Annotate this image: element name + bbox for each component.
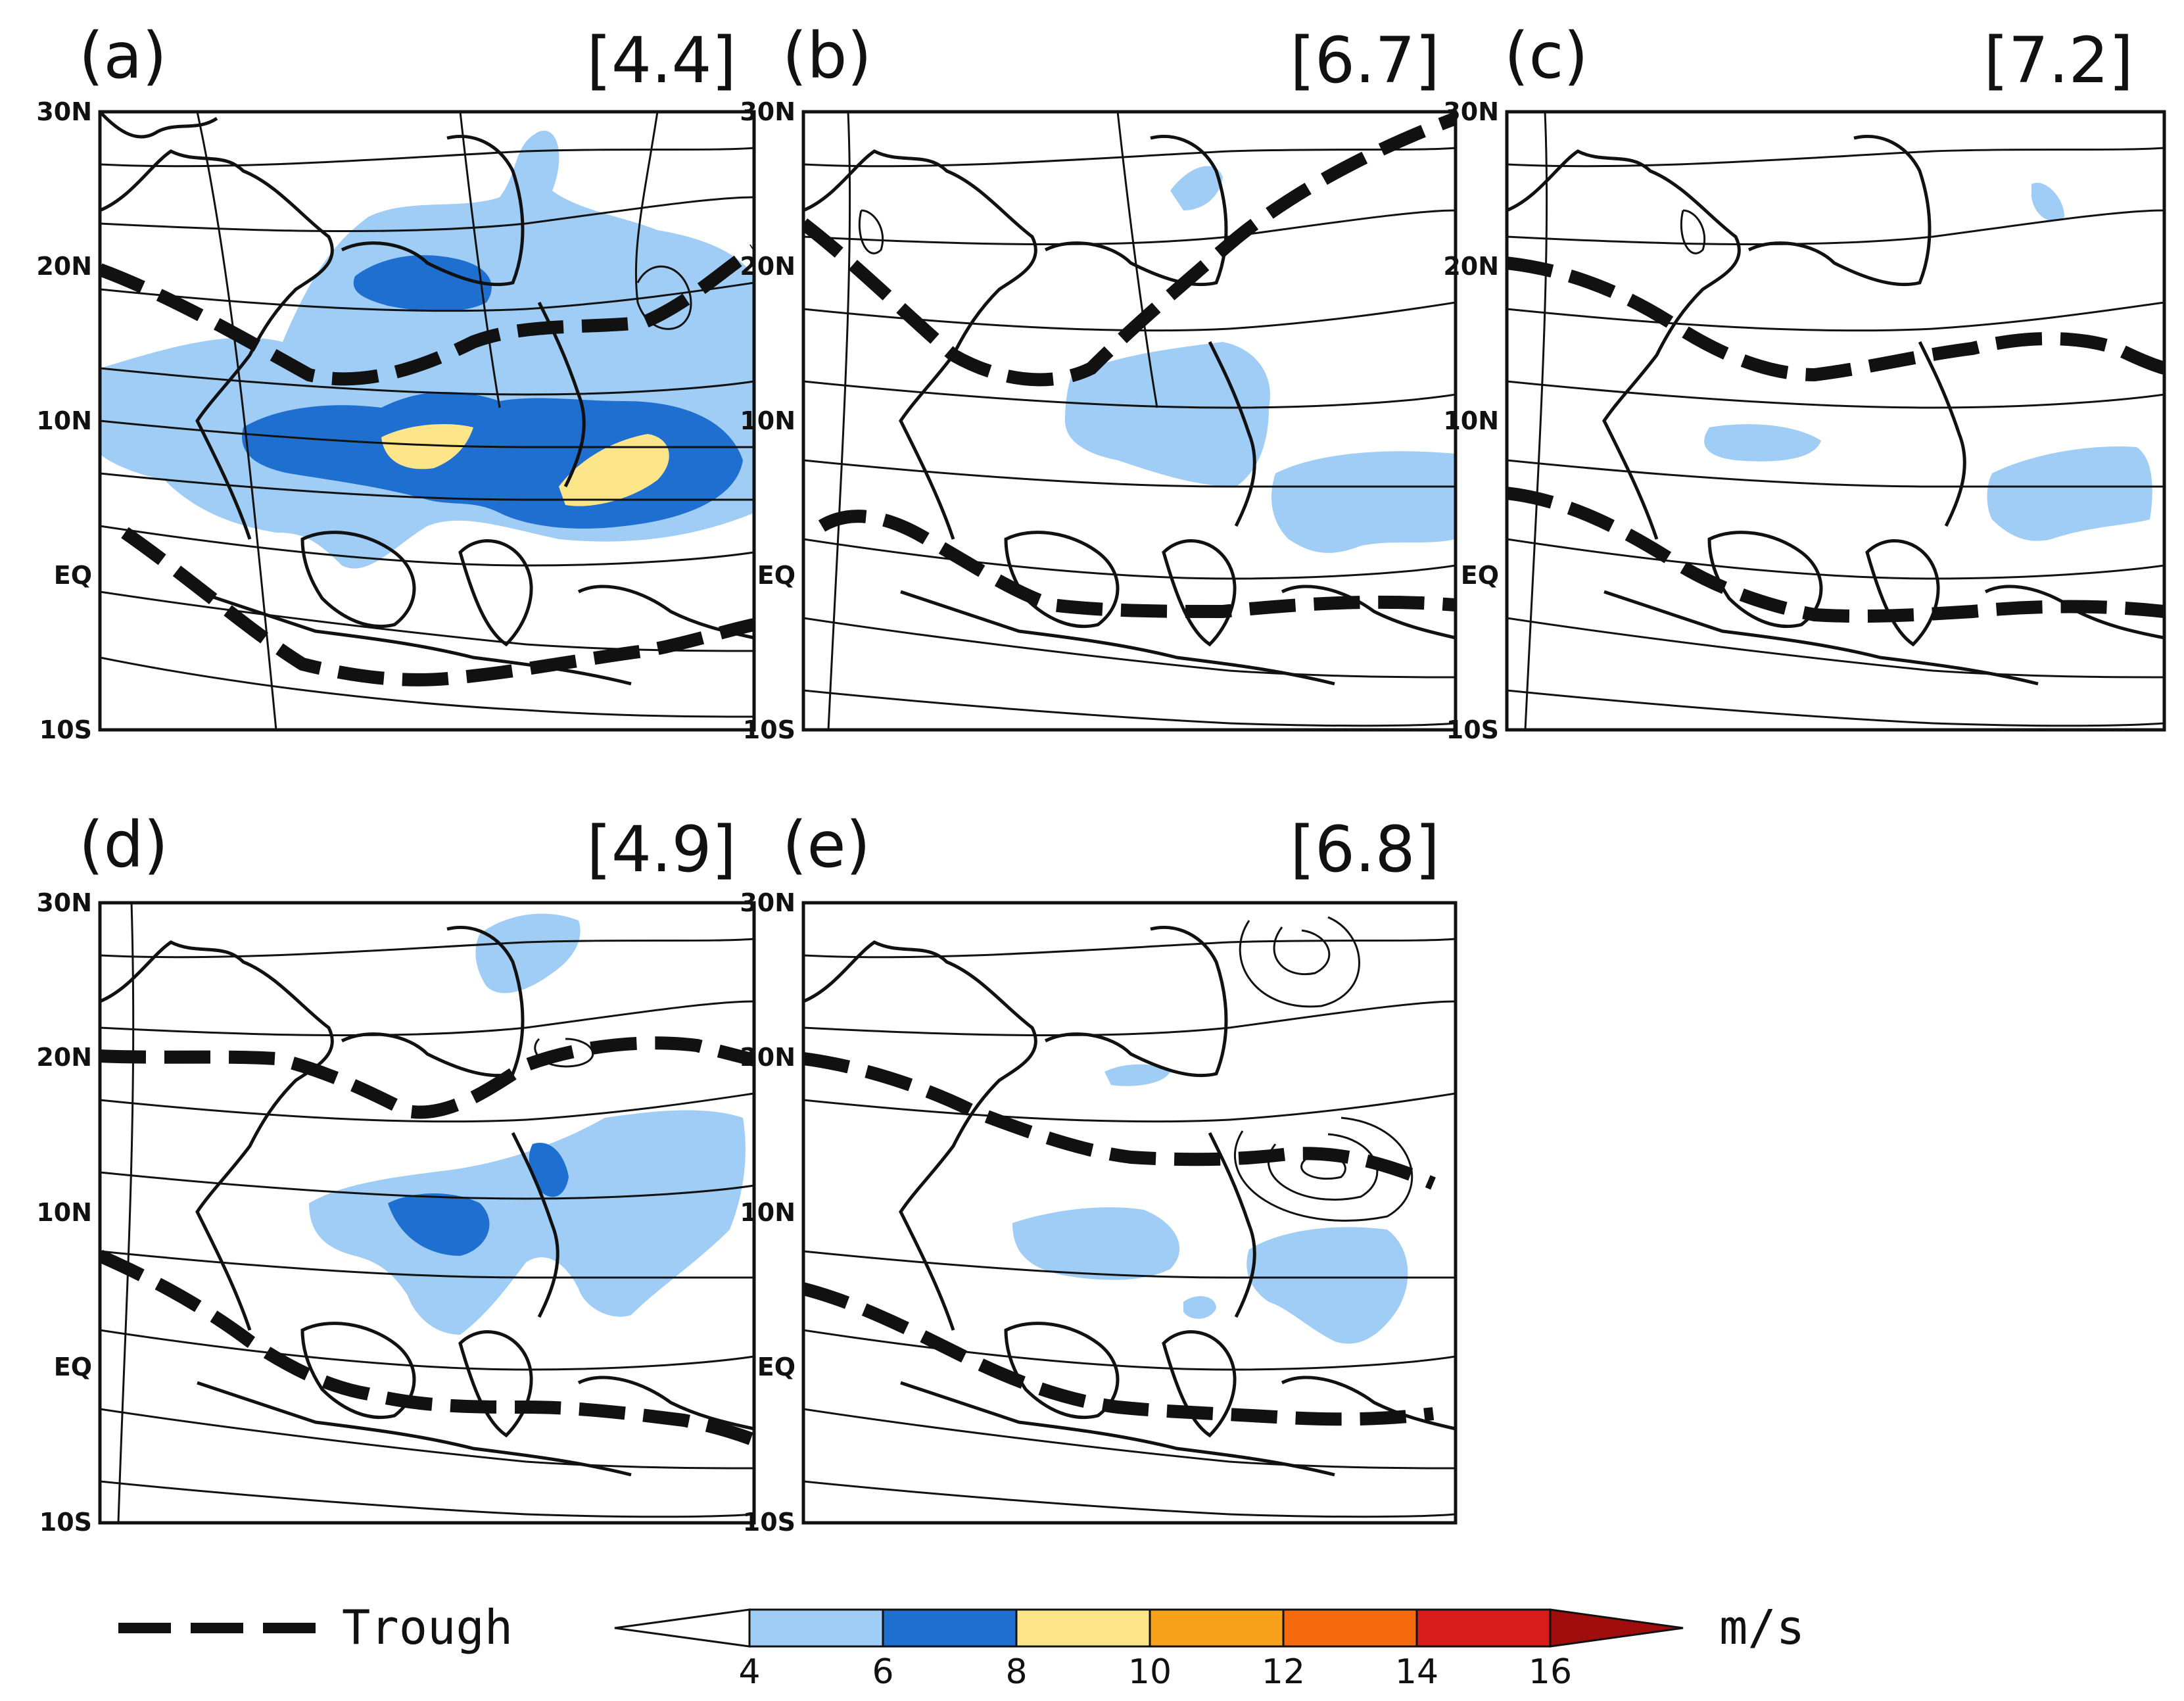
panel-d-streamlines xyxy=(100,903,754,1523)
panel-b-lat-10n: 10N xyxy=(740,406,795,435)
panel-c-speed-4-6-north xyxy=(2031,183,2064,221)
panel-b-speed-4-6-north xyxy=(1170,166,1223,210)
panel-b-value: [6.7] xyxy=(1290,24,1440,97)
panel-a-speed-8-10-east xyxy=(559,434,669,506)
panel-d-troughs xyxy=(100,1036,754,1447)
panel-e-lat-30n: 30N xyxy=(740,888,795,917)
panel-c-lat-10n: 10N xyxy=(1443,406,1499,435)
panel-c-lat-20n: 20N xyxy=(1443,252,1499,281)
panel-c-speed-4-6-west xyxy=(1704,424,1821,462)
panel-a-lat-10n: 10N xyxy=(36,406,92,435)
colorbar-tick-10: 10 xyxy=(1128,1652,1172,1692)
panel-e-lat-labels: 30N 20N 10N EQ 10S xyxy=(740,888,795,1537)
panel-e: (e) [6.8] xyxy=(740,808,1458,1537)
panel-c-streamlines xyxy=(1507,112,2164,730)
colorbar-bin-4-6 xyxy=(748,1608,884,1648)
panel-d-lat-20n: 20N xyxy=(36,1043,92,1072)
colorbar-tick-4: 4 xyxy=(738,1652,760,1692)
panel-a-speed-6-8-north xyxy=(353,255,492,312)
colorbar-high-arrow xyxy=(1549,1608,1684,1648)
panel-a-lat-labels: 30N 20N 10N EQ 10S xyxy=(36,97,92,744)
panel-b-speed-4-6-central xyxy=(1065,342,1270,487)
trough-legend-label: Trough xyxy=(342,1600,513,1655)
panel-d-frame xyxy=(98,901,756,1525)
legend: Trough 4 6 8 10 12 14 16 m/s xyxy=(118,1600,1805,1692)
colorbar-tick-12: 12 xyxy=(1262,1652,1305,1692)
panel-e-lat-10n: 10N xyxy=(740,1198,795,1227)
panel-c-speed-4-6-southeast xyxy=(1987,446,2152,541)
colorbar-unit: m/s xyxy=(1719,1600,1805,1655)
panel-d: (d) [4.9] xyxy=(36,808,756,1537)
panel-d-lat-10n: 10N xyxy=(36,1198,92,1227)
panel-b-lat-labels: 30N 20N 10N EQ 10S xyxy=(740,97,795,744)
panel-e-lat-eq: EQ xyxy=(757,1353,795,1381)
panel-a-value: [4.4] xyxy=(586,24,736,97)
panel-a-lat-eq: EQ xyxy=(54,561,92,590)
panel-b-frame xyxy=(801,110,1458,732)
panel-c-lat-labels: 30N 20N 10N EQ 10S xyxy=(1443,97,1499,744)
panel-e-speed-4-6-north xyxy=(1104,1064,1170,1086)
panel-e-frame xyxy=(801,901,1458,1525)
panel-b: (b) [6.7] xyxy=(740,19,1458,744)
panel-b-troughs xyxy=(803,112,1456,619)
colorbar-tick-8: 8 xyxy=(1005,1652,1027,1692)
colorbar-bin-14-16 xyxy=(1415,1608,1552,1648)
panel-c-lat-30n: 30N xyxy=(1443,97,1499,126)
panel-c-value: [7.2] xyxy=(1983,24,2133,97)
colorbar: 4 6 8 10 12 14 16 m/s xyxy=(614,1600,1805,1692)
panel-a-lat-10s: 10S xyxy=(39,715,92,744)
panel-e-streamlines xyxy=(803,916,1456,1518)
panel-d-speed-4-6-north xyxy=(475,913,581,994)
panel-e-letter: (e) xyxy=(782,808,870,882)
panel-d-lat-10s: 10S xyxy=(39,1508,92,1537)
panel-e-value: [6.8] xyxy=(1290,813,1440,886)
trough-legend: Trough xyxy=(118,1600,513,1655)
panel-c: (c) [7.2] xyxy=(1443,19,2166,744)
panel-a-lat-30n: 30N xyxy=(36,97,92,126)
colorbar-bin-6-8 xyxy=(882,1608,1018,1648)
panel-c-frame xyxy=(1505,110,2166,732)
panel-b-lat-eq: EQ xyxy=(757,561,795,590)
panel-e-troughs xyxy=(803,1052,1436,1426)
panel-d-value: [4.9] xyxy=(586,813,736,886)
panel-c-lat-10s: 10S xyxy=(1446,715,1499,744)
panel-e-speed-4-6-small xyxy=(1183,1296,1216,1319)
panel-b-lat-20n: 20N xyxy=(740,252,795,281)
panel-c-lat-eq: EQ xyxy=(1461,561,1499,590)
panel-e-lat-10s: 10S xyxy=(743,1508,795,1537)
panel-b-letter: (b) xyxy=(782,19,872,93)
panel-b-speed-4-6-southeast xyxy=(1271,451,1456,553)
colorbar-tick-14: 14 xyxy=(1395,1652,1438,1692)
colorbar-bin-8-10 xyxy=(1015,1608,1151,1648)
panel-d-lat-30n: 30N xyxy=(36,888,92,917)
panel-c-letter: (c) xyxy=(1504,19,1588,93)
panel-d-speed-4-6-central xyxy=(309,1110,746,1335)
panel-b-lat-10s: 10S xyxy=(743,715,795,744)
panel-e-speed-4-6-central xyxy=(1012,1207,1180,1280)
panel-d-lat-labels: 30N 20N 10N EQ 10S xyxy=(36,888,92,1537)
panel-a-letter: (a) xyxy=(79,19,167,93)
panel-a-troughs xyxy=(100,244,754,686)
colorbar-tick-6: 6 xyxy=(872,1652,893,1692)
colorbar-low-arrow xyxy=(614,1608,751,1648)
panel-b-lat-30n: 30N xyxy=(740,97,795,126)
panel-c-troughs xyxy=(1507,256,2164,623)
panel-d-letter: (d) xyxy=(79,808,168,882)
panel-e-lat-20n: 20N xyxy=(740,1043,795,1072)
panel-a-frame xyxy=(98,110,756,732)
colorbar-bin-12-14 xyxy=(1282,1608,1418,1648)
panel-a-streamlines xyxy=(100,112,754,730)
panel-d-speed-6-8 xyxy=(388,1193,490,1256)
panel-a: (a) [4.4] xyxy=(36,19,756,744)
colorbar-tick-16: 16 xyxy=(1529,1652,1572,1692)
panel-e-speed-4-6-southeast xyxy=(1246,1227,1408,1344)
panel-d-speed-6-8-philippines xyxy=(529,1143,569,1197)
panel-a-lat-20n: 20N xyxy=(36,252,92,281)
panel-d-lat-eq: EQ xyxy=(54,1353,92,1381)
panel-a-speed-8-10-west xyxy=(381,424,473,469)
colorbar-bin-10-12 xyxy=(1149,1608,1285,1648)
panel-e-coastlines xyxy=(803,925,1456,1477)
